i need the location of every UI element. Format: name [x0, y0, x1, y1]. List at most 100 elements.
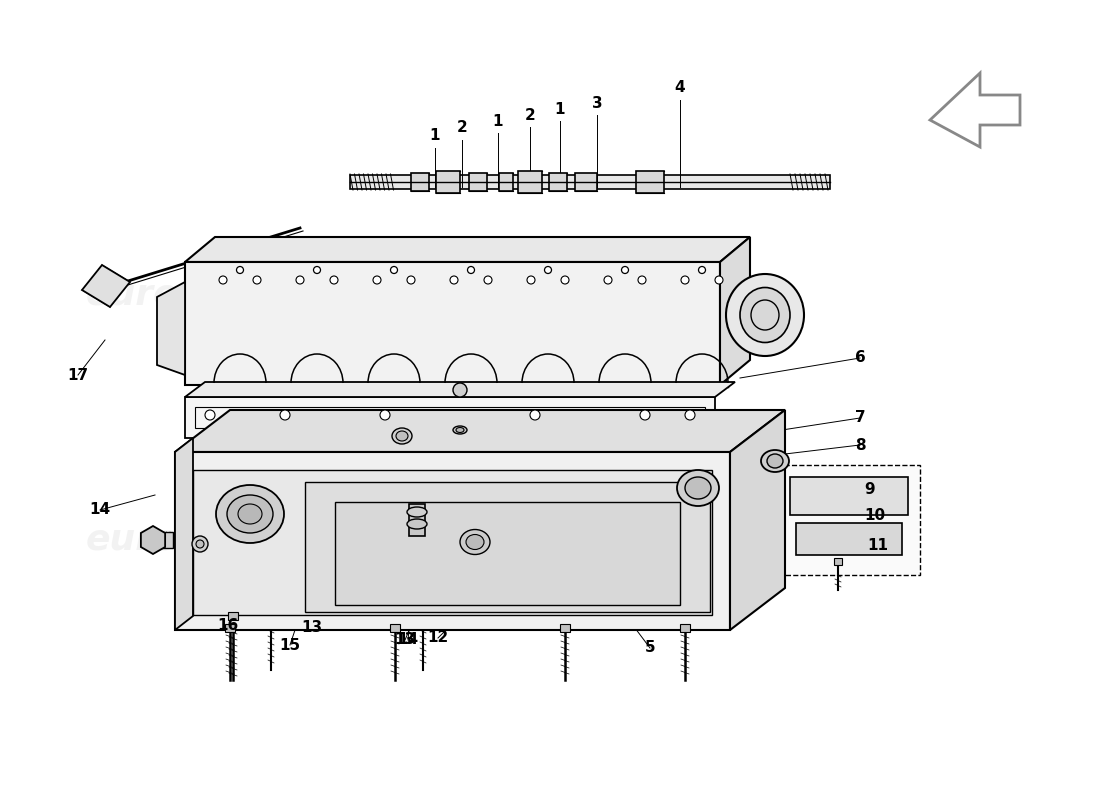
Text: 2: 2: [525, 107, 536, 122]
Circle shape: [698, 266, 705, 274]
Circle shape: [330, 276, 338, 284]
Circle shape: [407, 276, 415, 284]
Text: 13: 13: [395, 633, 416, 647]
Polygon shape: [680, 624, 690, 632]
Polygon shape: [730, 410, 785, 630]
Circle shape: [314, 266, 320, 274]
Circle shape: [236, 266, 243, 274]
Polygon shape: [411, 173, 429, 191]
Polygon shape: [141, 526, 165, 554]
Circle shape: [561, 276, 569, 284]
Ellipse shape: [761, 450, 789, 472]
Text: 8: 8: [855, 438, 866, 453]
Ellipse shape: [466, 534, 484, 550]
Polygon shape: [636, 171, 664, 193]
Circle shape: [604, 276, 612, 284]
Ellipse shape: [238, 504, 262, 524]
Text: 9: 9: [865, 482, 876, 498]
Polygon shape: [157, 282, 185, 375]
Polygon shape: [409, 504, 425, 536]
Circle shape: [681, 276, 689, 284]
Polygon shape: [185, 262, 720, 385]
Circle shape: [379, 410, 390, 420]
Circle shape: [527, 276, 535, 284]
Circle shape: [219, 276, 227, 284]
Polygon shape: [175, 410, 785, 452]
Circle shape: [450, 276, 458, 284]
Text: 4: 4: [674, 81, 685, 95]
Text: eurospares: eurospares: [506, 278, 735, 312]
Polygon shape: [228, 612, 238, 620]
Circle shape: [390, 266, 397, 274]
Ellipse shape: [456, 427, 464, 433]
Ellipse shape: [227, 495, 273, 533]
Circle shape: [685, 410, 695, 420]
Text: 10: 10: [865, 507, 886, 522]
Polygon shape: [549, 173, 566, 191]
Ellipse shape: [460, 530, 490, 554]
Polygon shape: [350, 175, 830, 189]
Circle shape: [373, 276, 381, 284]
Bar: [778, 465, 920, 575]
Text: 14: 14: [397, 633, 419, 647]
Polygon shape: [560, 624, 570, 632]
Ellipse shape: [740, 287, 790, 342]
Text: 1: 1: [493, 114, 504, 129]
Ellipse shape: [407, 519, 427, 529]
Circle shape: [296, 276, 304, 284]
Polygon shape: [153, 532, 173, 548]
Bar: [796, 523, 902, 555]
Polygon shape: [499, 173, 513, 191]
Text: 7: 7: [855, 410, 866, 426]
Polygon shape: [185, 397, 715, 438]
Circle shape: [715, 276, 723, 284]
Text: 3: 3: [592, 95, 603, 110]
Text: 1: 1: [554, 102, 565, 117]
Polygon shape: [175, 452, 730, 630]
Bar: [790, 477, 908, 515]
Text: 17: 17: [67, 367, 89, 382]
Text: 11: 11: [868, 538, 889, 553]
Text: 13: 13: [301, 621, 322, 635]
Polygon shape: [82, 265, 130, 307]
Ellipse shape: [767, 454, 783, 468]
Circle shape: [638, 276, 646, 284]
Text: eurospares: eurospares: [86, 523, 315, 557]
Circle shape: [205, 410, 214, 420]
Polygon shape: [469, 173, 487, 191]
Text: 16: 16: [218, 618, 239, 633]
Polygon shape: [390, 624, 400, 632]
Polygon shape: [518, 171, 542, 193]
Polygon shape: [575, 173, 597, 191]
Polygon shape: [226, 624, 235, 632]
Circle shape: [530, 410, 540, 420]
Text: 6: 6: [855, 350, 866, 366]
Text: 1: 1: [430, 129, 440, 143]
Ellipse shape: [407, 507, 427, 517]
Text: eurospares: eurospares: [506, 523, 735, 557]
Text: 15: 15: [279, 638, 300, 653]
Circle shape: [484, 276, 492, 284]
Polygon shape: [336, 502, 680, 605]
Ellipse shape: [676, 470, 719, 506]
Circle shape: [621, 266, 628, 274]
Polygon shape: [185, 237, 750, 262]
Ellipse shape: [685, 477, 711, 499]
Circle shape: [192, 536, 208, 552]
Circle shape: [253, 276, 261, 284]
Polygon shape: [436, 171, 460, 193]
Circle shape: [544, 266, 551, 274]
Polygon shape: [834, 558, 842, 565]
Text: eurospares: eurospares: [86, 278, 315, 312]
Circle shape: [640, 410, 650, 420]
Circle shape: [280, 410, 290, 420]
Text: 5: 5: [645, 641, 656, 655]
Ellipse shape: [396, 431, 408, 441]
Ellipse shape: [392, 428, 412, 444]
Polygon shape: [930, 73, 1020, 147]
Polygon shape: [305, 482, 710, 612]
Polygon shape: [720, 237, 750, 385]
Polygon shape: [175, 438, 192, 630]
Circle shape: [196, 540, 204, 548]
Ellipse shape: [216, 485, 284, 543]
